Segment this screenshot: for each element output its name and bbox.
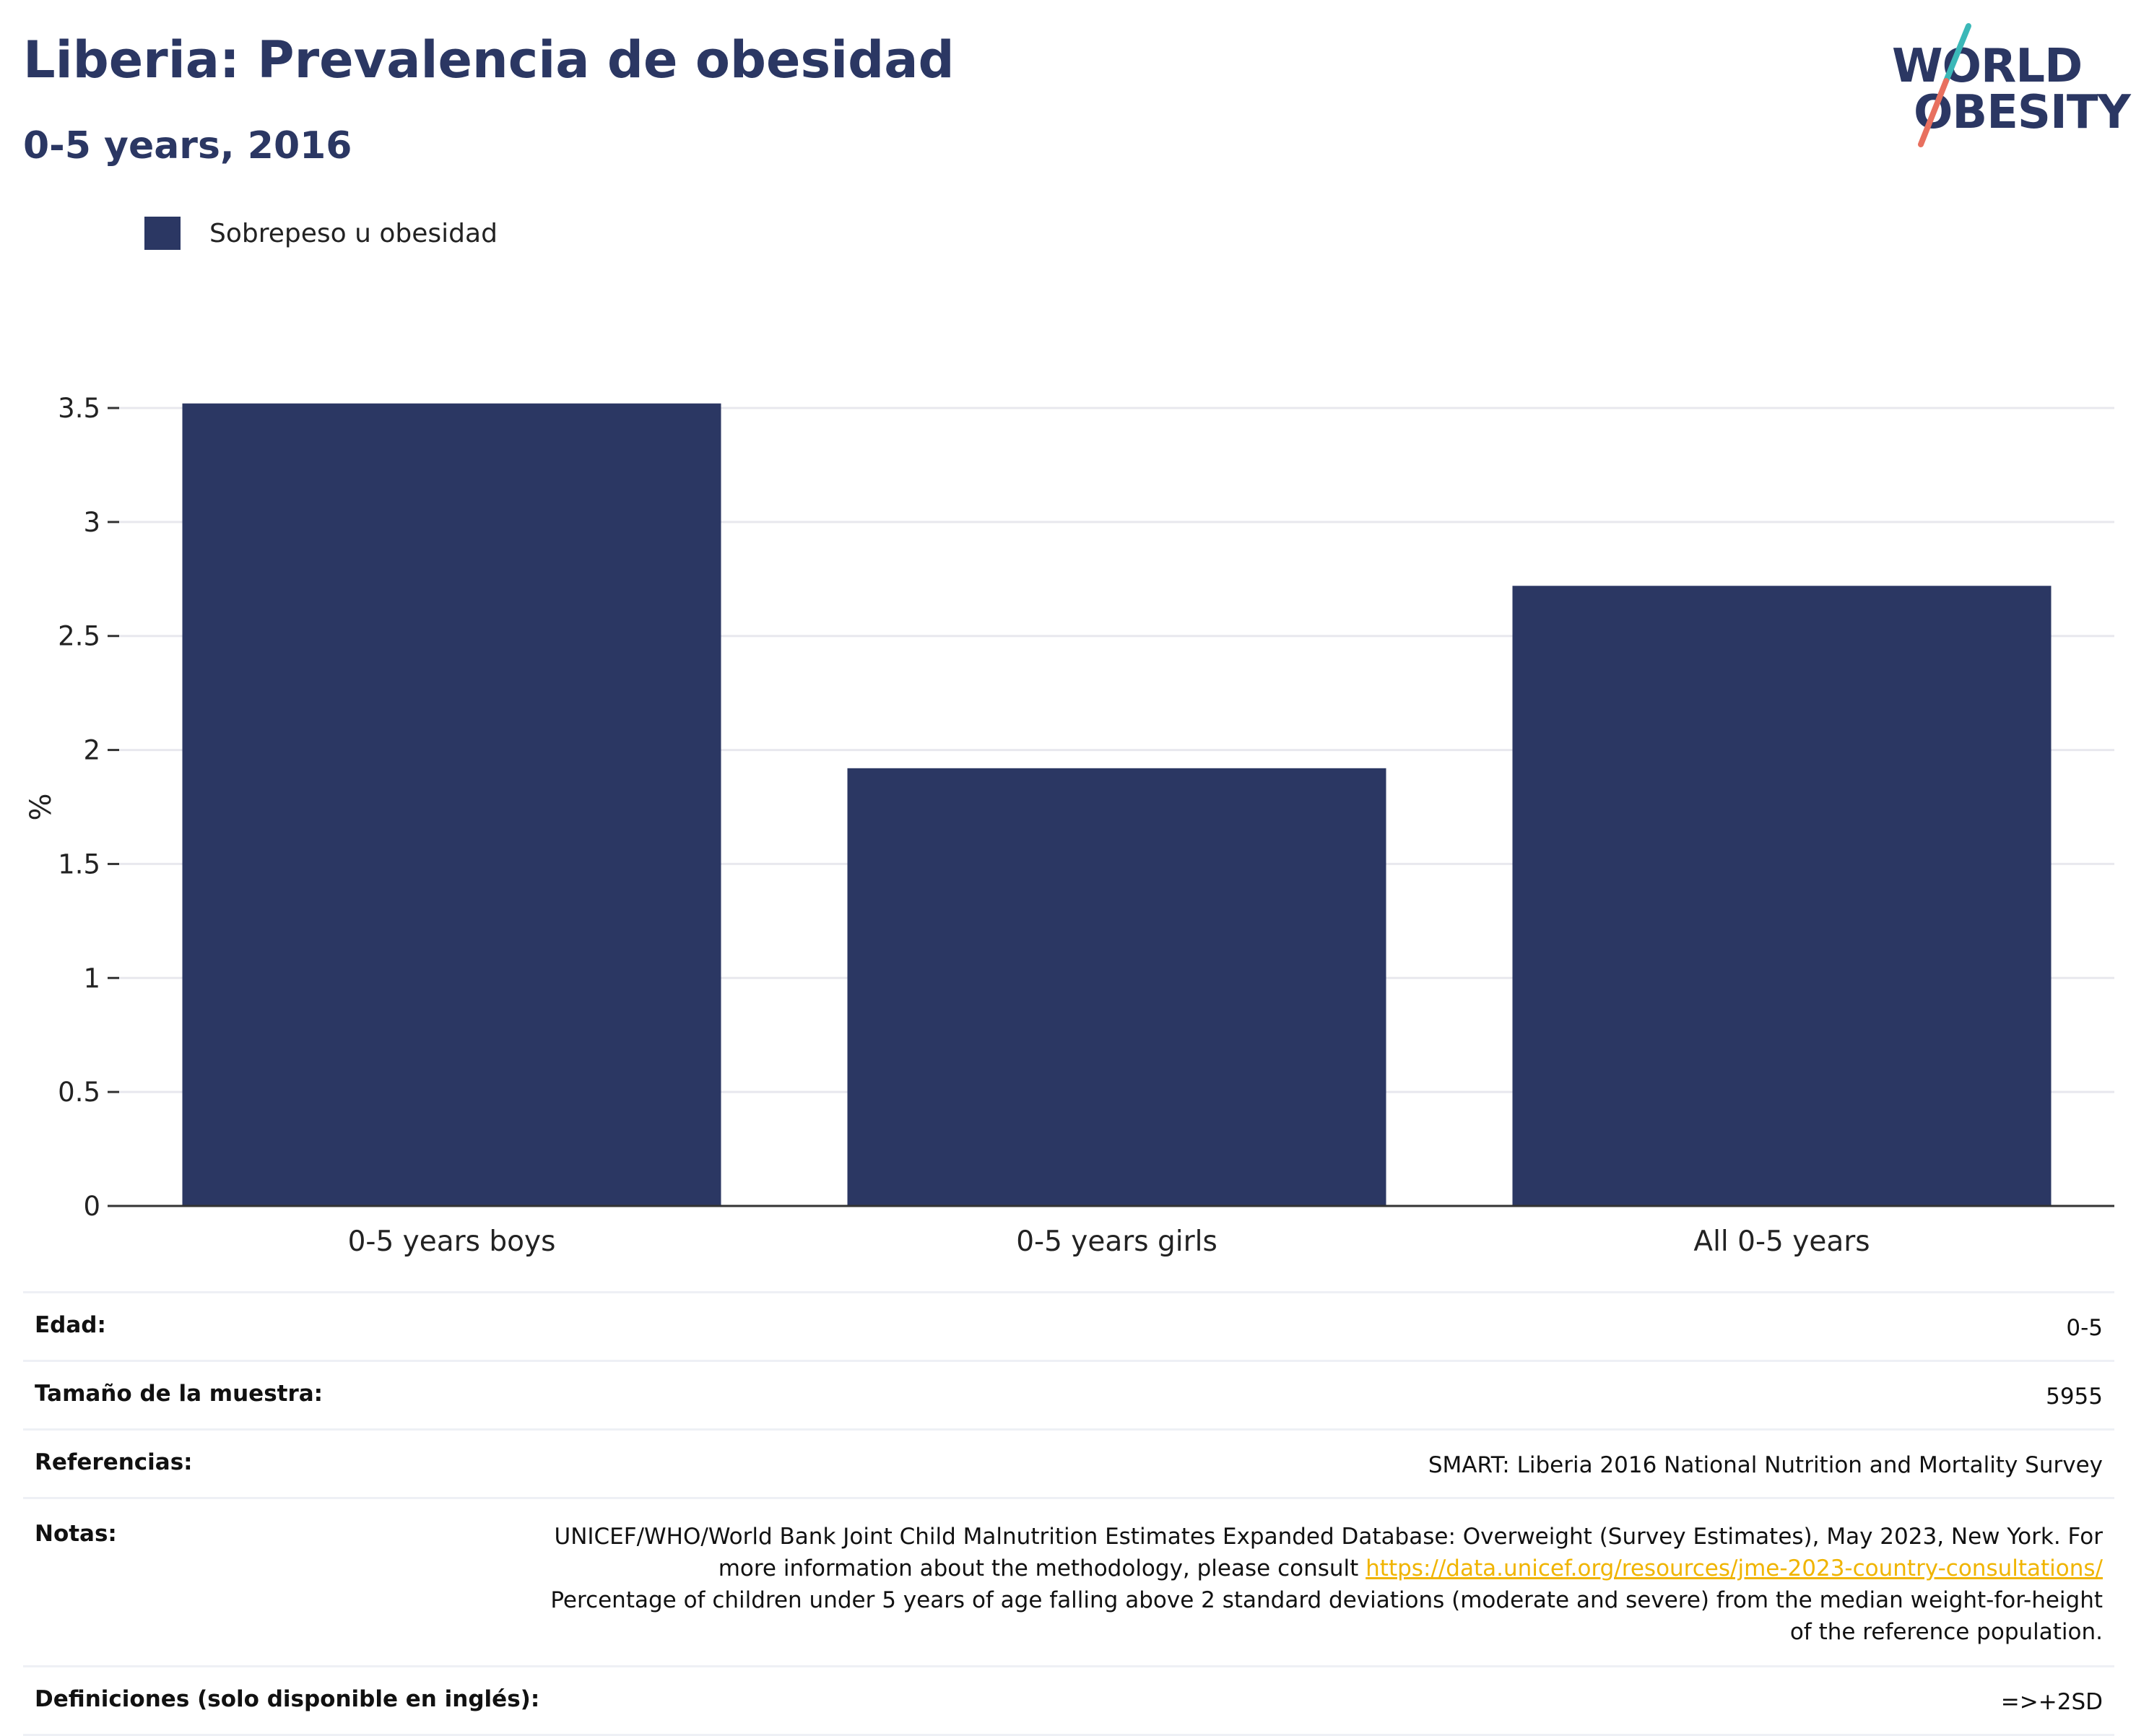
logo-slash-icon: [1918, 23, 1971, 147]
info-row-notes: Notas: UNICEF/WHO/World Bank Joint Child…: [23, 1499, 2114, 1667]
world-obesity-logo: WORLD OBESITY: [1885, 22, 2131, 152]
y-tick-label: 3.5: [58, 393, 100, 424]
age-value: 0-5: [2066, 1315, 2103, 1341]
definitions-value: =>+2SD: [2000, 1689, 2103, 1715]
references-value: SMART: Liberia 2016 National Nutrition a…: [1428, 1452, 2103, 1478]
notes-value: UNICEF/WHO/World Bank Joint Child Malnut…: [543, 1521, 2103, 1648]
x-tick-label: 0-5 years boys: [348, 1225, 556, 1258]
legend: Sobrepeso u obesidad: [144, 217, 498, 250]
x-tick-label: 0-5 years girls: [1016, 1225, 1217, 1258]
notes-label: Notas:: [35, 1521, 117, 1547]
bar: [182, 403, 721, 1206]
legend-label: Sobrepeso u obesidad: [209, 218, 498, 248]
info-table: Edad: 0-5 Tamaño de la muestra: 5955 Ref…: [23, 1291, 2114, 1736]
y-tick-label: 1.5: [58, 849, 100, 880]
y-axis-label: %: [25, 793, 58, 820]
x-tick-label: All 0-5 years: [1693, 1225, 1870, 1258]
y-tick-label: 2: [83, 735, 100, 766]
bar: [847, 768, 1386, 1206]
bar: [1512, 586, 2052, 1206]
y-tick-label: 3: [83, 507, 100, 538]
age-label: Edad:: [35, 1312, 106, 1338]
definitions-label: Definiciones (solo disponible en inglés)…: [35, 1686, 540, 1712]
sample-size-label: Tamaño de la muestra:: [35, 1381, 324, 1407]
info-row-definitions: Definiciones (solo disponible en inglés)…: [23, 1667, 2114, 1736]
y-tick-label: 0.5: [58, 1077, 100, 1108]
y-tick-label: 2.5: [58, 621, 100, 652]
notes-text-1: UNICEF/WHO/World Bank Joint Child Malnut…: [554, 1524, 2104, 1581]
references-label: Referencias:: [35, 1449, 193, 1475]
info-row-sample: Tamaño de la muestra: 5955: [23, 1362, 2114, 1431]
bar-chart: 0 0.5 1 1.5 2 2.5 3 3.5% 0-5 years boys 0-5 years…: [25, 393, 2114, 1258]
logo-word-obesity: OBESITY: [1914, 86, 2131, 139]
y-tick-label: 1: [83, 963, 100, 994]
info-row-references: Referencias: SMART: Liberia 2016 Nationa…: [23, 1431, 2114, 1499]
methodology-link[interactable]: https://data.unicef.org/resources/jme-20…: [1366, 1555, 2103, 1581]
logo-word-world: WORLD: [1892, 40, 2083, 93]
chart-subtitle: 0-5 years, 2016: [23, 124, 352, 168]
y-tick-label: 0: [83, 1191, 100, 1222]
notes-text-2: Percentage of children under 5 years of …: [550, 1587, 2103, 1645]
sample-size-value: 5955: [2046, 1384, 2103, 1410]
chart-title: Liberia: Prevalencia de obesidad: [23, 30, 955, 90]
legend-swatch: [144, 217, 181, 250]
info-row-age: Edad: 0-5: [23, 1291, 2114, 1362]
